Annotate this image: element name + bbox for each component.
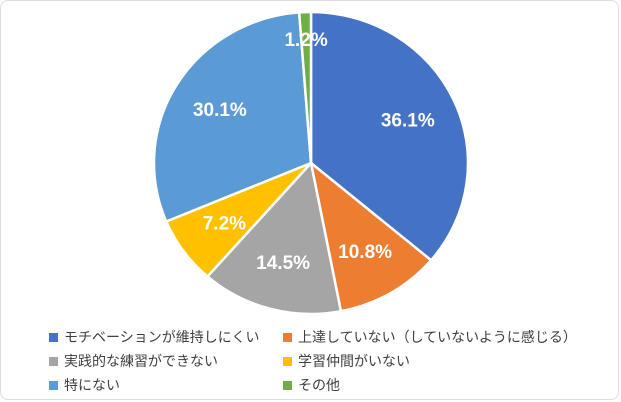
legend-item-0: モチベーションが維持しにくい bbox=[49, 325, 283, 349]
legend-item-4: 特にない bbox=[49, 373, 283, 397]
legend-item-2: 実践的な練習ができない bbox=[49, 349, 283, 373]
legend-marker-icon bbox=[283, 380, 292, 390]
legend-item-3: 学習仲間がいない bbox=[283, 349, 577, 373]
slice-label-3: 7.2% bbox=[203, 214, 246, 235]
legend-marker-icon bbox=[49, 380, 58, 390]
legend-label: その他 bbox=[298, 377, 340, 393]
legend-label: 上達していない（していないように感じる） bbox=[298, 329, 577, 345]
pie-slice-5 bbox=[297, 10, 313, 165]
legend-item-5: その他 bbox=[283, 373, 577, 397]
legend-marker-icon bbox=[283, 332, 292, 342]
slice-label-1: 10.8% bbox=[338, 242, 392, 263]
slice-label-2: 14.5% bbox=[256, 253, 310, 274]
pie-slice-2 bbox=[206, 161, 343, 316]
slice-label-4: 30.1% bbox=[193, 100, 247, 121]
legend-marker-icon bbox=[283, 356, 292, 366]
pie-slice-4 bbox=[152, 11, 313, 223]
legend-label: 実践的な練習ができない bbox=[64, 353, 218, 369]
slice-label-5: 1.2% bbox=[284, 30, 327, 51]
pie-slice-0 bbox=[309, 10, 470, 262]
legend-marker-icon bbox=[49, 356, 58, 366]
legend-label: 特にない bbox=[64, 377, 120, 393]
slice-label-0: 36.1% bbox=[381, 110, 435, 131]
legend-item-1: 上達していない（していないように感じる） bbox=[283, 325, 577, 349]
pie-slice-1 bbox=[309, 161, 433, 313]
legend-label: 学習仲間がいない bbox=[298, 353, 410, 369]
legend-label: モチベーションが維持しにくい bbox=[64, 329, 260, 345]
legend-marker-icon bbox=[49, 332, 58, 342]
chart-legend: モチベーションが維持しにくい 上達していない（していないように感じる） 実践的な練習… bbox=[49, 325, 577, 397]
